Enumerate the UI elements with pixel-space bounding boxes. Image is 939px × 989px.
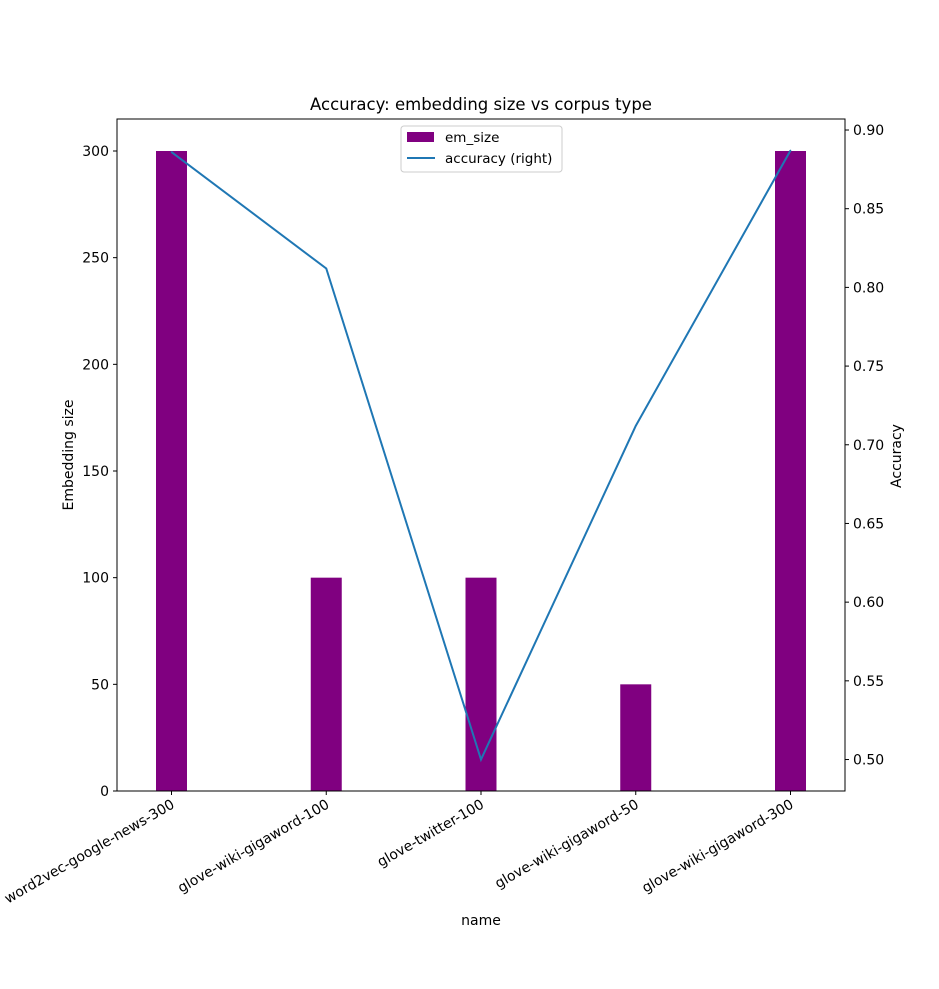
x-tick-label-4: glove-wiki-gigaword-300 xyxy=(639,797,796,897)
y2-tick-label-4: 0.70 xyxy=(853,438,884,454)
x-tick-label-0: word2vec-google-news-300 xyxy=(2,797,178,908)
x-axis-ticks: word2vec-google-news-300glove-wiki-gigaw… xyxy=(2,791,797,907)
y2-tick-label-0: 0.50 xyxy=(853,753,884,769)
y2-tick-label-5: 0.75 xyxy=(853,359,884,375)
y-tick-label-3: 150 xyxy=(82,464,109,480)
left-axis-ticks: 0 50 100 150 200 250 300 xyxy=(82,144,117,800)
y-tick-label-0: 0 xyxy=(100,784,109,800)
bar-2 xyxy=(465,577,497,791)
legend-label-accuracy: accuracy (right) xyxy=(445,151,552,167)
x-tick-label-2: glove-twitter-100 xyxy=(375,797,487,871)
y2-tick-label-7: 0.85 xyxy=(853,202,884,218)
y2-tick-label-3: 0.65 xyxy=(853,516,884,532)
right-axis-ticks: 0.50 0.55 0.60 0.65 0.70 0.75 0.80 0.85 0.90 xyxy=(845,123,884,769)
x-axis-label: name xyxy=(461,913,501,929)
x-tick-label-3: glove-wiki-gigaword-50 xyxy=(492,797,641,892)
accuracy-line-layer xyxy=(170,149,792,763)
accuracy-point-3 xyxy=(634,425,637,427)
y2-tick-label-2: 0.60 xyxy=(853,595,884,611)
y-tick-label-5: 250 xyxy=(82,251,109,267)
bar-3 xyxy=(620,684,652,791)
y-axis-label: Embedding size xyxy=(61,399,77,510)
y2-tick-label-8: 0.90 xyxy=(853,123,884,139)
bar-1 xyxy=(310,577,342,791)
legend-label-em-size: em_size xyxy=(445,130,499,146)
bar-4 xyxy=(775,151,806,791)
y2-tick-label-1: 0.55 xyxy=(853,674,884,690)
legend-swatch-em-size xyxy=(407,132,434,142)
y-tick-label-4: 200 xyxy=(82,357,109,373)
accuracy-point-2 xyxy=(480,758,482,761)
accuracy-point-0 xyxy=(170,151,173,153)
y-tick-label-6: 300 xyxy=(82,144,109,160)
bar-0 xyxy=(156,151,187,791)
x-tick-label-1: glove-wiki-gigaword-100 xyxy=(175,797,332,897)
y2-tick-label-6: 0.80 xyxy=(853,280,884,296)
y-tick-label-1: 50 xyxy=(91,677,109,693)
bars xyxy=(156,151,806,791)
accuracy-point-1 xyxy=(325,267,328,270)
legend: em_size accuracy (right) xyxy=(400,125,563,173)
chart-title: Accuracy: embedding size vs corpus type xyxy=(310,95,652,114)
y-tick-label-2: 100 xyxy=(82,571,109,587)
y2-axis-label: Accuracy xyxy=(889,424,905,488)
legend-frame xyxy=(400,125,563,173)
accuracy-point-4 xyxy=(789,149,792,152)
